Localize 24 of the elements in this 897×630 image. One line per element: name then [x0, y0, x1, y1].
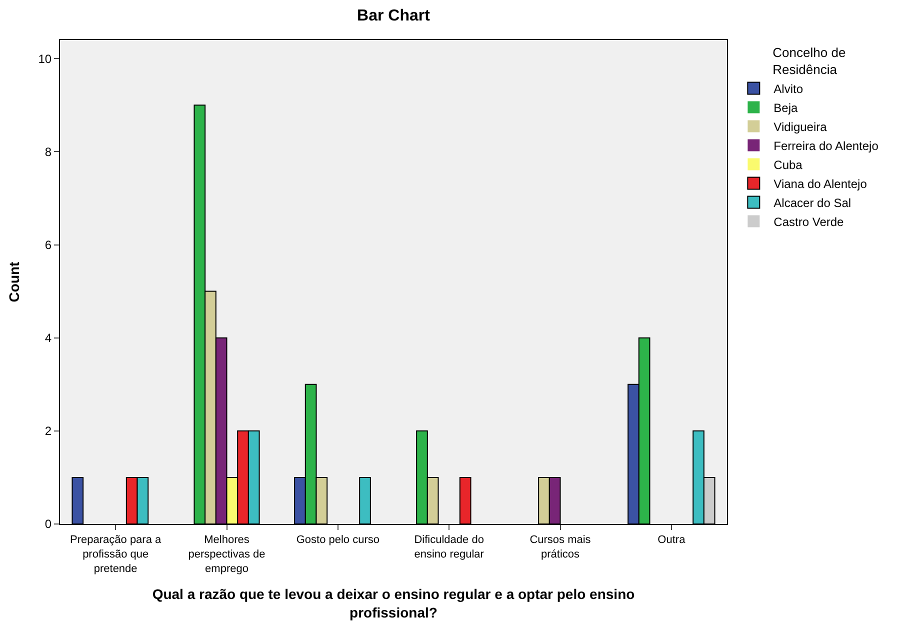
- x-tick-label: Cursos mais práticos: [530, 534, 592, 560]
- legend-title: Concelho de Residência: [772, 44, 846, 77]
- y-tick-label: 4: [44, 331, 52, 346]
- chart-title: Bar Chart: [357, 8, 431, 25]
- y-tick-label: 0: [44, 517, 52, 532]
- y-tick-label: 2: [44, 424, 52, 438]
- legend-label: Castro Verde: [774, 214, 844, 229]
- y-axis-title: Count: [6, 261, 22, 302]
- x-tick-label: Preparação para a profissão que pretende: [70, 534, 162, 575]
- y-tick-label: 10: [38, 52, 52, 66]
- legend-label: Cuba: [774, 158, 803, 172]
- legend-label: Ferreira do Alentejo: [774, 138, 879, 153]
- legend-label: Beja: [774, 100, 798, 115]
- legend-label: Vidigueira: [774, 120, 828, 134]
- legend-label: Viana do Alentejo: [774, 176, 868, 191]
- y-tick-label: 6: [44, 238, 52, 252]
- y-tick-label: 8: [44, 144, 52, 159]
- x-tick-label: Gosto pelo curso: [296, 534, 380, 546]
- x-axis-title: Qual a razão que te levou a deixar o ensino regular e a optar pelo ensino profissional?: [152, 586, 635, 620]
- legend-label: Alvito: [774, 82, 804, 96]
- x-tick-label: Dificuldade do ensino regular: [414, 534, 484, 560]
- x-tick-label: Outra: [658, 534, 686, 546]
- legend-label: Alcacer do Sal: [774, 196, 852, 210]
- x-tick-label: Melhores perspectivas de emprego: [188, 534, 266, 575]
